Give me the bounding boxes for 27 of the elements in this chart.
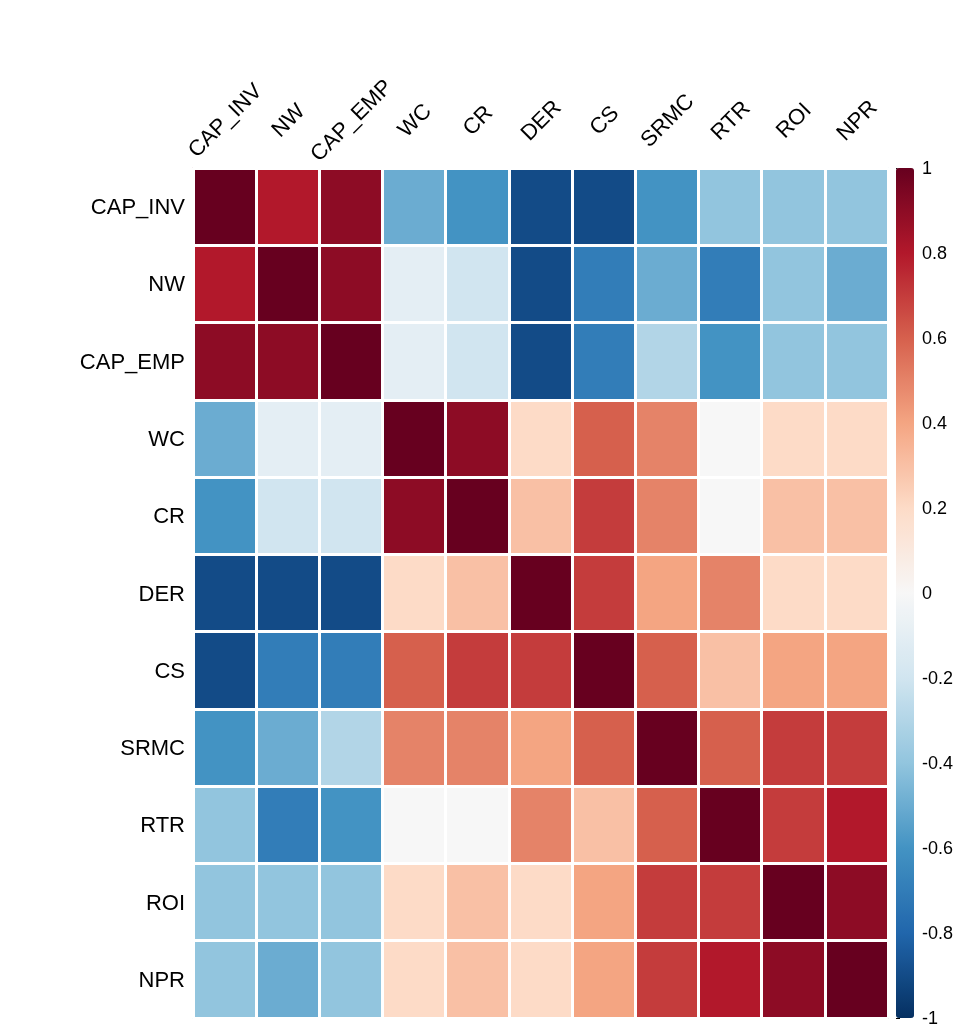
color-bar-label: -0.6 [922, 838, 954, 858]
y-tick-label: NW [148, 271, 186, 297]
y-tick-label: WC [148, 425, 186, 451]
y-tick-label: CAP_INV [90, 194, 186, 220]
y-tick-label: CS [154, 657, 185, 683]
y-tick-label: RTR [140, 812, 185, 838]
x-tick-label: CS [584, 100, 624, 140]
color-bar-label: -0.4 [922, 753, 954, 773]
color-bar-label: 0.6 [922, 328, 948, 348]
color-bar-label: -1 [922, 1008, 939, 1028]
color-bar-label: 0.4 [922, 413, 948, 433]
x-tick-label: WC [392, 98, 437, 142]
y-tick-label: NPR [138, 966, 185, 992]
x-tick-label: NW [265, 98, 310, 142]
x-tick-label: ROI [770, 97, 816, 143]
color-bar-label: -0.8 [922, 923, 954, 943]
y-tick-label: ROI [145, 889, 185, 915]
color-bar-label: -0.2 [922, 668, 954, 688]
y-tick-label: DER [138, 580, 185, 606]
y-tick-label: CR [153, 503, 185, 529]
color-bar-label: 0.2 [922, 498, 948, 518]
color-bar-label: 1 [922, 158, 933, 178]
x-tick-label: CR [457, 99, 498, 141]
color-bar-label: 0.8 [922, 243, 948, 263]
y-tick-label: CAP_EMP [79, 348, 185, 374]
color-bar-label: 0 [922, 583, 933, 603]
y-tick-label: SRMC [120, 735, 186, 761]
